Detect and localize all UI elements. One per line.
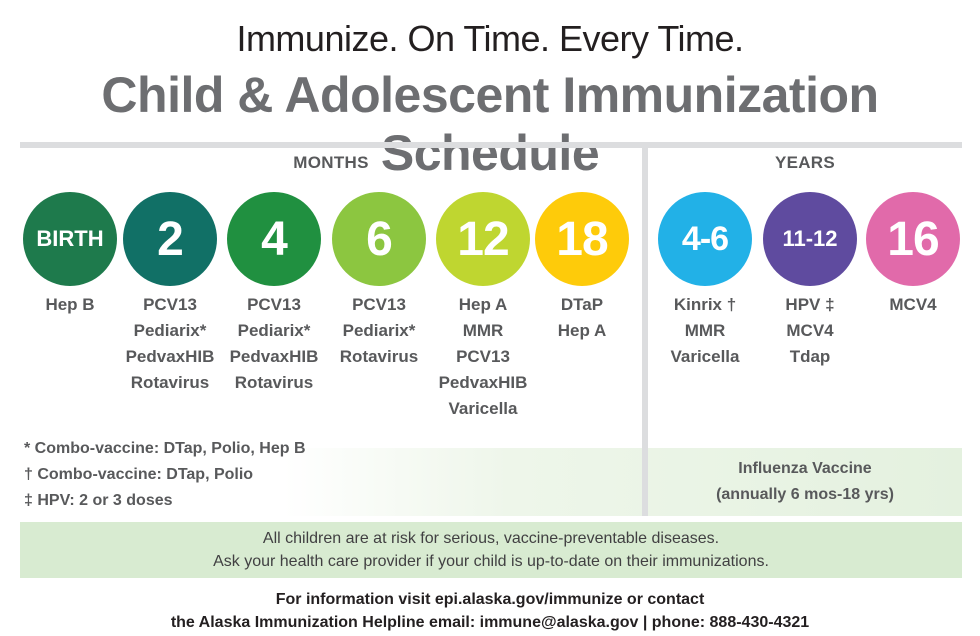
vaccine-item: Tdap: [789, 347, 831, 366]
vaccine-item: DTaP: [560, 295, 604, 314]
vaccine-list: PCV13 Pediarix* PedvaxHIB Rotavirus: [222, 292, 326, 396]
notice-line-2: Ask your health care provider if your ch…: [213, 553, 769, 570]
influenza-title: Influenza Vaccine: [738, 460, 872, 477]
contact-line-1: For information visit epi.alaska.gov/imm…: [275, 591, 705, 608]
vaccine-item: PCV13: [456, 347, 510, 366]
vaccine-item: Varicella: [448, 399, 518, 418]
age-column: 11-12 HPV ‡ MCV4 Tdap: [758, 192, 862, 370]
vaccine-item: PCV13: [143, 295, 197, 314]
vaccine-item: Kinrix †: [673, 295, 737, 314]
risk-notice: All children are at risk for serious, va…: [20, 522, 962, 578]
age-circle: 4: [227, 192, 321, 286]
vaccine-item: PedvaxHIB: [125, 347, 215, 366]
vaccine-item: MMR: [684, 321, 726, 340]
vaccine-item: HPV ‡: [785, 295, 835, 314]
page-title: Child & Adolescent Immunization Schedule: [101, 67, 879, 181]
age-column: BIRTH Hep B: [18, 192, 122, 318]
vaccine-item: Rotavirus: [234, 373, 314, 392]
notice-line-1: All children are at risk for serious, va…: [262, 530, 720, 547]
months-label: MONTHS: [293, 153, 369, 172]
vaccine-list: PCV13 Pediarix* Rotavirus: [327, 292, 431, 370]
footnote-combo-pediarix: * Combo-vaccine: DTap, Polio, Hep B: [24, 440, 306, 457]
age-column: 4-6 Kinrix † MMR Varicella: [653, 192, 757, 370]
age-column: 12 Hep A MMR PCV13 PedvaxHIB Varicella: [431, 192, 535, 422]
header-divider: [20, 142, 962, 148]
contact-info: For information visit epi.alaska.gov/imm…: [0, 588, 980, 634]
age-circle: 2: [123, 192, 217, 286]
vaccine-item: PCV13: [247, 295, 301, 314]
tagline: Immunize. On Time. Every Time.: [236, 18, 744, 59]
months-years-divider: [642, 148, 648, 516]
contact-line-2: the Alaska Immunization Helpline email: …: [170, 614, 810, 631]
vaccine-item: Varicella: [670, 347, 740, 366]
vaccine-list: DTaP Hep A: [530, 292, 634, 344]
vaccine-list: Hep A MMR PCV13 PedvaxHIB Varicella: [431, 292, 535, 422]
age-column: 16 MCV4: [861, 192, 965, 318]
influenza-info: Influenza Vaccine (annually 6 mos-18 yrs…: [648, 456, 962, 508]
age-circle: 11-12: [763, 192, 857, 286]
age-circle: 6: [332, 192, 426, 286]
vaccine-list: PCV13 Pediarix* PedvaxHIB Rotavirus: [118, 292, 222, 396]
age-column: 4 PCV13 Pediarix* PedvaxHIB Rotavirus: [222, 192, 326, 396]
footnotes: * Combo-vaccine: DTap, Polio, Hep B † Co…: [24, 436, 404, 514]
vaccine-item: Hep B: [45, 295, 95, 314]
vaccine-item: Rotavirus: [130, 373, 210, 392]
vaccine-item: PedvaxHIB: [229, 347, 319, 366]
vaccine-list: Hep B: [18, 292, 122, 318]
vaccine-item: Pediarix*: [342, 321, 416, 340]
vaccine-item: Rotavirus: [339, 347, 419, 366]
vaccine-item: Hep A: [557, 321, 607, 340]
vaccine-item: PedvaxHIB: [438, 373, 528, 392]
age-circle: BIRTH: [23, 192, 117, 286]
age-column: 6 PCV13 Pediarix* Rotavirus: [327, 192, 431, 370]
vaccine-list: HPV ‡ MCV4 Tdap: [758, 292, 862, 370]
age-column: 2 PCV13 Pediarix* PedvaxHIB Rotavirus: [118, 192, 222, 396]
vaccine-item: MCV4: [786, 321, 834, 340]
years-label: YEARS: [774, 153, 836, 172]
influenza-detail: (annually 6 mos-18 yrs): [716, 486, 894, 503]
vaccine-list: Kinrix † MMR Varicella: [653, 292, 757, 370]
vaccine-list: MCV4: [861, 292, 965, 318]
footnote-combo-kinrix: † Combo-vaccine: DTap, Polio: [24, 466, 254, 483]
vaccine-item: MCV4: [889, 295, 937, 314]
influenza-band: [20, 448, 962, 516]
vaccine-item: PCV13: [352, 295, 406, 314]
age-circle: 16: [866, 192, 960, 286]
vaccine-item: Pediarix*: [133, 321, 207, 340]
footnote-hpv: ‡ HPV: 2 or 3 doses: [24, 492, 173, 509]
age-column: 18 DTaP Hep A: [530, 192, 634, 344]
vaccine-item: Pediarix*: [237, 321, 311, 340]
age-circle: 18: [535, 192, 629, 286]
age-circle: 4-6: [658, 192, 752, 286]
vaccine-item: MMR: [462, 321, 504, 340]
vaccine-item: Hep A: [458, 295, 508, 314]
age-circle: 12: [436, 192, 530, 286]
